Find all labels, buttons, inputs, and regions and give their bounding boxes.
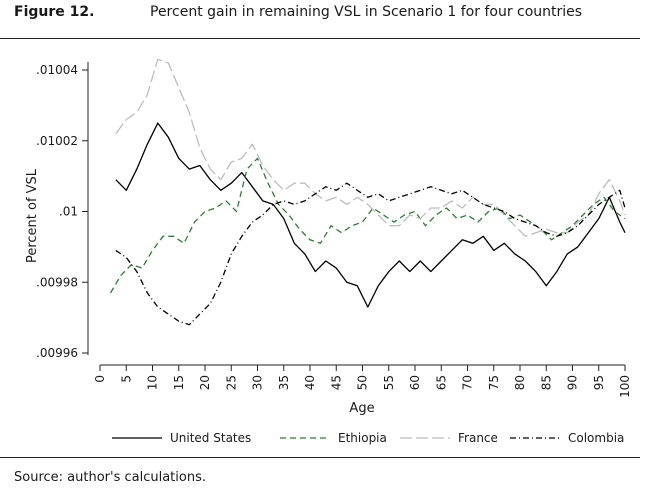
x-tick-label: 40 (303, 375, 317, 390)
x-tick-label: 20 (198, 375, 212, 390)
x-tick-label: 35 (277, 375, 291, 390)
top-rule (0, 38, 640, 39)
y-tick-label: .01 (59, 205, 78, 219)
series-line-france (115, 58, 626, 237)
y-axis: .00996 .00998 .01 .01002 .01004 (36, 62, 89, 360)
x-tick-label: 10 (146, 375, 160, 390)
y-tick-label: .00996 (36, 346, 78, 360)
legend-label: France (458, 431, 498, 445)
legend-label: United States (170, 431, 251, 445)
series-line-ethiopia (109, 157, 626, 294)
figure-label: Figure 12. (14, 4, 95, 20)
x-tick-label: 70 (461, 375, 475, 390)
x-tick-label: 30 (251, 375, 265, 390)
y-tick-label: .01002 (36, 134, 78, 148)
x-axis-label: Age (349, 401, 374, 416)
legend-label: Colombia (568, 431, 624, 445)
x-tick-label: 55 (382, 375, 396, 390)
series-line-united-states (115, 122, 626, 308)
series-line-colombia (115, 182, 626, 326)
chart-title: Percent gain in remaining VSL in Scenari… (150, 4, 583, 20)
x-tick-label: 5 (119, 375, 133, 383)
x-tick-label: 60 (408, 375, 422, 390)
legend-label: Ethiopia (338, 431, 387, 445)
x-tick-label: 45 (329, 375, 343, 390)
x-tick-label: 95 (592, 375, 606, 390)
y-tick-label: .01004 (36, 63, 78, 77)
legend: United States Ethiopia France Colombia (112, 431, 624, 445)
x-tick-label: 90 (566, 375, 580, 390)
x-tick-label: 25 (224, 375, 238, 390)
series-layer (109, 58, 626, 326)
y-axis-label: Percent of VSL (25, 168, 40, 263)
y-tick-label: .00998 (36, 275, 78, 289)
bottom-rule (0, 457, 640, 458)
x-tick-label: 100 (618, 375, 632, 398)
x-tick-label: 75 (487, 375, 501, 390)
x-tick-label: 15 (172, 375, 186, 390)
x-tick-label: 80 (513, 375, 527, 390)
x-tick-label: 0 (93, 375, 107, 383)
source-note: Source: author's calculations. (14, 470, 206, 485)
x-tick-label: 85 (539, 375, 553, 390)
x-tick-label: 65 (434, 375, 448, 390)
x-axis: 0 5 10 15 20 25 30 35 40 45 50 55 60 65 70 75 80 85 90 95 10… (93, 364, 632, 398)
x-tick-label: 50 (356, 375, 370, 390)
